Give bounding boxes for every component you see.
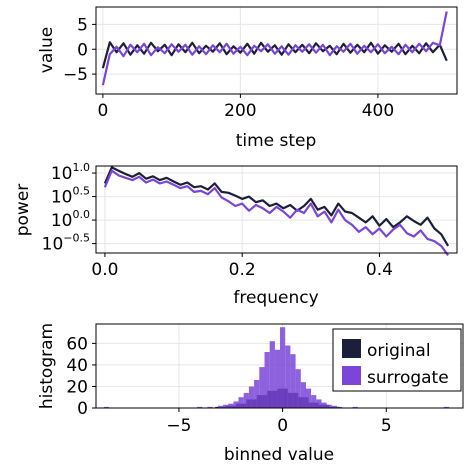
x-tick-label: 0.4 — [366, 260, 393, 280]
histogram-bar — [248, 386, 255, 408]
y-tick-label: 100.5 — [51, 185, 90, 208]
panel-power-spectrum: power frequency 0.0 0.2 0.4 101.0100.5100.0… — [13, 161, 458, 308]
histogram-bar — [217, 405, 223, 408]
histogram-bar — [254, 380, 260, 408]
x-tick-label: 0.0 — [91, 260, 118, 280]
histogram-bar — [337, 406, 343, 408]
histogram-bar — [269, 341, 275, 408]
y-tick-label: 0 — [77, 399, 88, 419]
series-line-surrogate — [101, 11, 448, 86]
y-axis-label: histogram — [37, 323, 57, 409]
x-axis-label: binned value — [224, 445, 334, 465]
bars-surrogate — [103, 327, 449, 408]
y-tick-label: 101.0 — [51, 161, 90, 184]
legend-swatch-original — [342, 339, 361, 358]
y-axis-label: power — [13, 184, 33, 237]
histogram-bar — [259, 367, 265, 408]
x-axis-label: time step — [236, 131, 317, 151]
histogram-bar — [311, 395, 317, 408]
plot-frame — [95, 165, 458, 254]
y-tick-label: −5 — [63, 65, 88, 85]
histogram-bar — [316, 399, 322, 408]
x-tick-label: 0 — [97, 101, 108, 121]
histogram-bar — [280, 327, 286, 408]
plot-frame — [95, 323, 464, 409]
histogram-bar — [305, 388, 312, 408]
x-tick-label: 200 — [224, 101, 256, 121]
x-tick-label: 0.2 — [229, 260, 256, 280]
legend: original surrogate — [332, 328, 462, 392]
histogram-bar — [321, 402, 327, 408]
histogram-bar — [238, 397, 244, 408]
plot-frame — [95, 6, 458, 95]
histogram-bar — [285, 345, 291, 408]
histogram-bar — [274, 349, 280, 408]
histogram-bar — [228, 403, 234, 408]
histogram-bar — [290, 354, 296, 408]
y-tick-label: 0 — [77, 40, 88, 60]
x-tick-label: 400 — [362, 101, 394, 121]
series-line-surrogate — [103, 169, 449, 257]
x-tick-label: −5 — [166, 416, 191, 436]
histogram-bar — [443, 406, 449, 408]
histogram-bar — [233, 401, 239, 408]
legend-label-surrogate: surrogate — [367, 368, 449, 388]
legend-label-original: original — [367, 341, 431, 361]
y-tick-label: 5 — [77, 15, 88, 35]
histogram-bar — [295, 369, 301, 408]
histogram-bar — [197, 406, 203, 408]
y-axis-label: value — [37, 27, 57, 73]
x-tick-label: 0 — [277, 416, 288, 436]
y-tick-label: 10−0.5 — [42, 232, 90, 255]
histogram-bar — [331, 405, 338, 408]
x-axis-label: frequency — [233, 288, 318, 308]
y-tick-label: 20 — [66, 377, 88, 397]
grid-lines — [96, 166, 457, 253]
y-tick-label: 40 — [66, 356, 88, 376]
histogram-bar — [243, 392, 249, 408]
histogram-bar — [352, 406, 358, 408]
histogram-bar — [223, 404, 229, 408]
histogram-bar — [103, 406, 109, 408]
histogram-bar — [207, 406, 213, 408]
y-tick-label: 100.0 — [51, 208, 90, 231]
histogram-bar — [326, 404, 332, 408]
legend-swatch-surrogate — [342, 366, 361, 385]
panel-time-series: value time step 0 200 400 5 0 −5 — [37, 6, 458, 151]
y-tick-label: 60 — [66, 334, 88, 354]
series-line-original — [101, 41, 448, 69]
series-line-original — [103, 166, 450, 247]
x-tick-label: 5 — [381, 416, 392, 436]
histogram-bar — [264, 352, 270, 408]
histogram-bar — [300, 382, 306, 408]
